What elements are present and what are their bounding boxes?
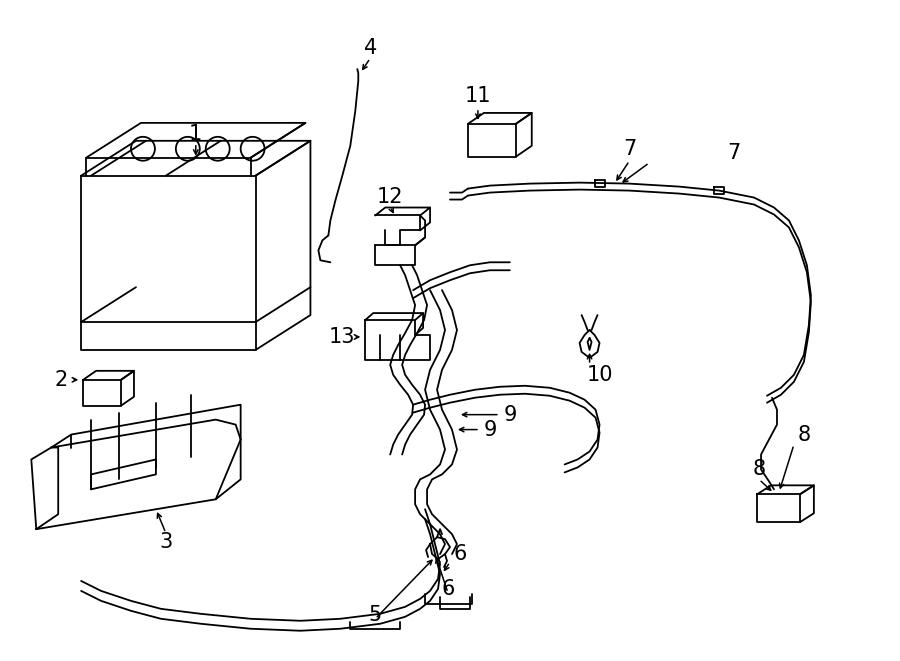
Text: 7: 7 xyxy=(727,143,741,163)
Text: 1: 1 xyxy=(189,124,202,144)
Text: 11: 11 xyxy=(464,86,491,106)
Text: 9: 9 xyxy=(483,420,497,440)
Text: 10: 10 xyxy=(586,365,613,385)
Text: 12: 12 xyxy=(377,186,403,207)
Text: 4: 4 xyxy=(364,38,377,58)
Text: 7: 7 xyxy=(623,139,636,159)
Text: 3: 3 xyxy=(159,532,173,552)
Text: 5: 5 xyxy=(369,605,382,625)
Text: 6: 6 xyxy=(441,579,454,599)
Text: 6: 6 xyxy=(454,544,467,564)
Text: 9: 9 xyxy=(503,405,517,424)
Text: 2: 2 xyxy=(55,369,68,390)
Text: 8: 8 xyxy=(797,424,811,445)
Text: 8: 8 xyxy=(752,459,766,479)
Text: 13: 13 xyxy=(329,327,356,347)
